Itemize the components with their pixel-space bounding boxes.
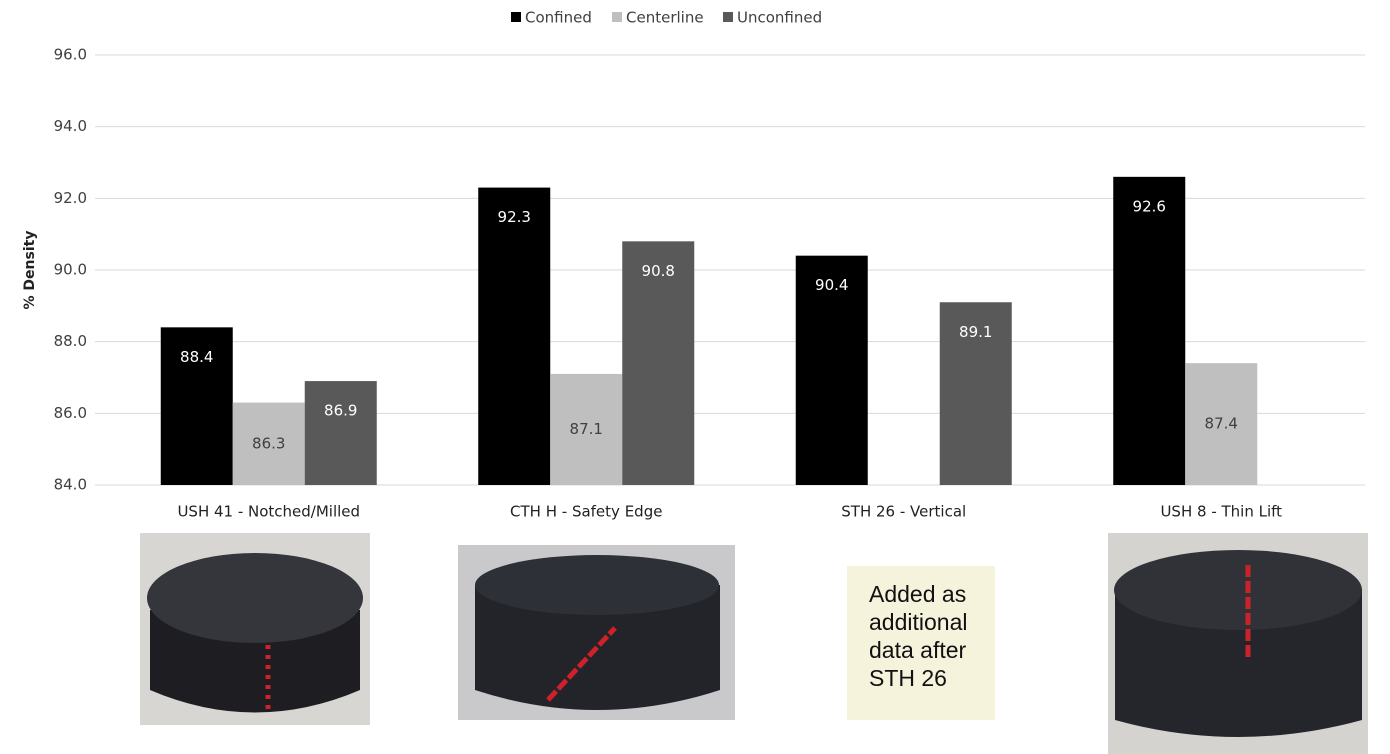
y-tick-label: 96.0 [54,46,87,64]
y-tick-label: 90.0 [54,261,87,279]
y-tick-label: 86.0 [54,404,87,422]
value-label: 86.9 [324,402,357,420]
bar [304,381,377,485]
legend-swatch [511,12,521,22]
value-label: 89.1 [959,323,992,341]
value-label: 86.3 [252,434,285,452]
y-tick-label: 88.0 [54,332,87,350]
y-tick-label: 92.0 [54,189,87,207]
value-label: 92.6 [1133,197,1166,215]
value-label: 87.4 [1205,415,1238,433]
x-tick-label: STH 26 - Vertical [841,503,966,521]
value-label: 87.1 [570,420,603,438]
x-tick-label: USH 41 - Notched/Milled [177,503,360,521]
value-label: 92.3 [498,208,531,226]
bar [1185,363,1258,485]
legend-swatch [723,12,733,22]
value-label: 90.4 [815,276,848,294]
bar [939,302,1012,485]
legend-label: Unconfined [737,9,822,27]
legend-label: Centerline [626,9,704,27]
core-photo [458,545,735,720]
bar [795,255,868,485]
bar [1113,176,1186,486]
core-photo [140,533,370,725]
bar [160,327,233,485]
x-tick-label: USH 8 - Thin Lift [1160,503,1282,521]
value-label: 88.4 [180,348,213,366]
y-tick-label: 94.0 [54,117,87,135]
core-photo [1108,533,1368,754]
legend-swatch [612,12,622,22]
value-label: 90.8 [642,262,675,280]
x-tick-label: CTH H - Safety Edge [510,503,662,521]
bar [232,402,305,485]
bar [550,373,623,485]
legend-label: Confined [525,9,592,27]
y-tick-label: 84.0 [54,476,87,494]
bar [478,187,551,486]
y-axis-title: % Density [22,231,38,310]
annotation: Added as additional data after STH 26 [847,566,995,720]
bar [622,241,695,485]
